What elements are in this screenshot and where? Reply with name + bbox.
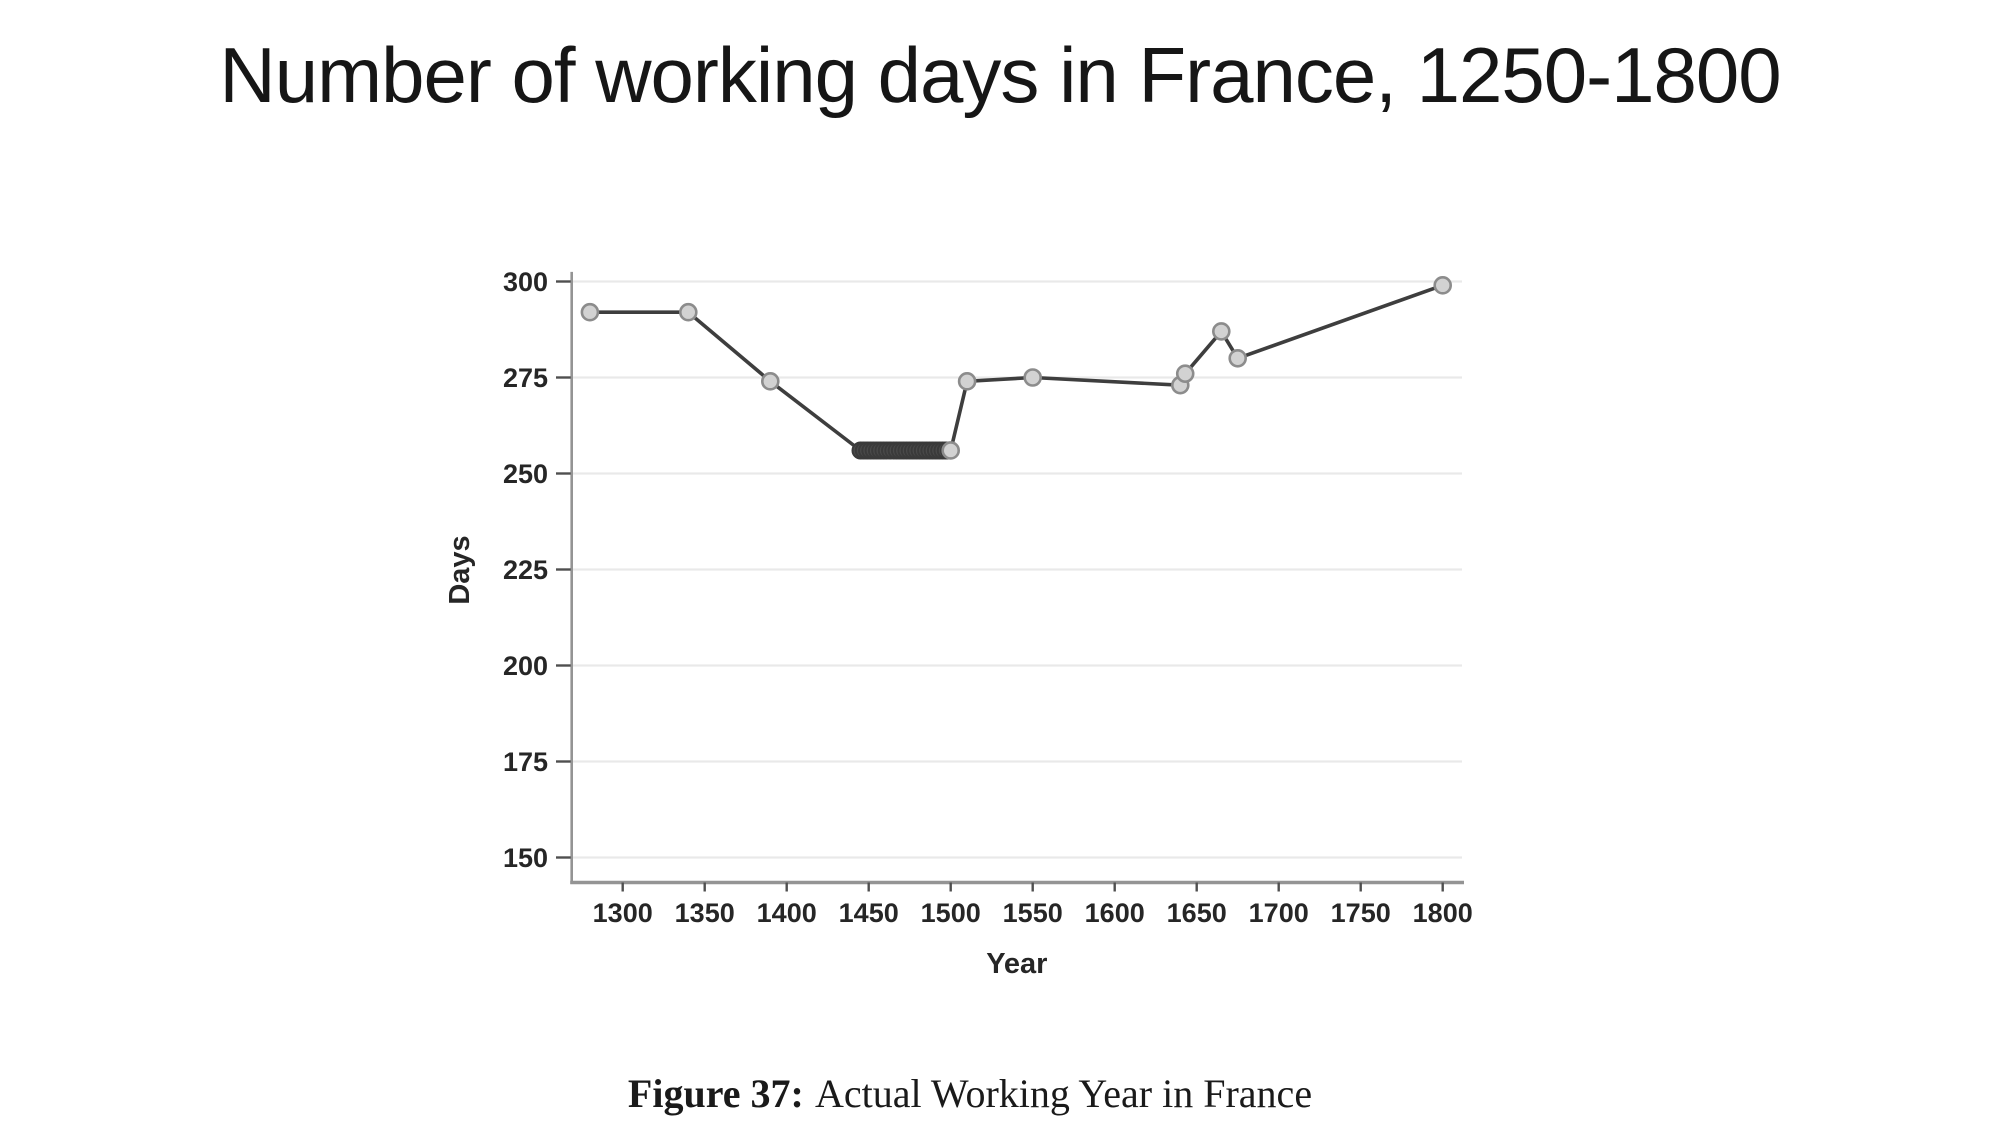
data-point-1643 — [1175, 364, 1195, 383]
figure-caption-label: Figure 37: — [627, 1071, 804, 1116]
y-tick-label-200: 200 — [503, 651, 548, 681]
data-point-1800 — [1433, 276, 1452, 295]
x-tick-label-1800: 1800 — [1413, 898, 1473, 928]
data-line — [588, 283, 1445, 453]
data-point-1340 — [678, 302, 698, 322]
x-tick-label-1400: 1400 — [757, 898, 817, 928]
x-tick-label-1500: 1500 — [921, 898, 981, 928]
data-point-1510 — [957, 372, 977, 391]
y-tick-label-275: 275 — [503, 363, 548, 393]
y-axis-title: Days — [444, 535, 476, 604]
y-tick-label-250: 250 — [503, 459, 548, 489]
x-tick-label-1700: 1700 — [1249, 898, 1309, 928]
x-tick-label-1750: 1750 — [1331, 898, 1391, 928]
chart-title: Number of working days in France, 1250-1… — [219, 31, 1781, 119]
data-point-1675 — [1228, 348, 1247, 368]
figure-caption: Figure 37: Actual Working Year in France — [628, 1070, 1312, 1117]
x-tick-label-1550: 1550 — [1003, 898, 1063, 928]
data-point-1500 — [941, 441, 961, 460]
x-axis-title: Year — [986, 948, 1047, 980]
x-tick-label-1650: 1650 — [1167, 898, 1227, 928]
y-tick-label-225: 225 — [503, 555, 548, 585]
y-tick-label-150: 150 — [503, 843, 548, 873]
x-tick-label-1450: 1450 — [839, 898, 899, 928]
x-tick-label-1300: 1300 — [593, 898, 653, 928]
x-tick-label-1350: 1350 — [675, 898, 735, 928]
y-tick-label-300: 300 — [503, 267, 548, 297]
y-tick-label-175: 175 — [503, 747, 548, 777]
data-point-1390 — [760, 372, 780, 391]
x-tick-label-1600: 1600 — [1085, 898, 1145, 928]
data-point-1665 — [1212, 322, 1231, 341]
data-point-1550 — [1023, 368, 1042, 387]
data-point-1280 — [580, 302, 600, 322]
figure-caption-text: Actual Working Year in France — [815, 1071, 1313, 1116]
